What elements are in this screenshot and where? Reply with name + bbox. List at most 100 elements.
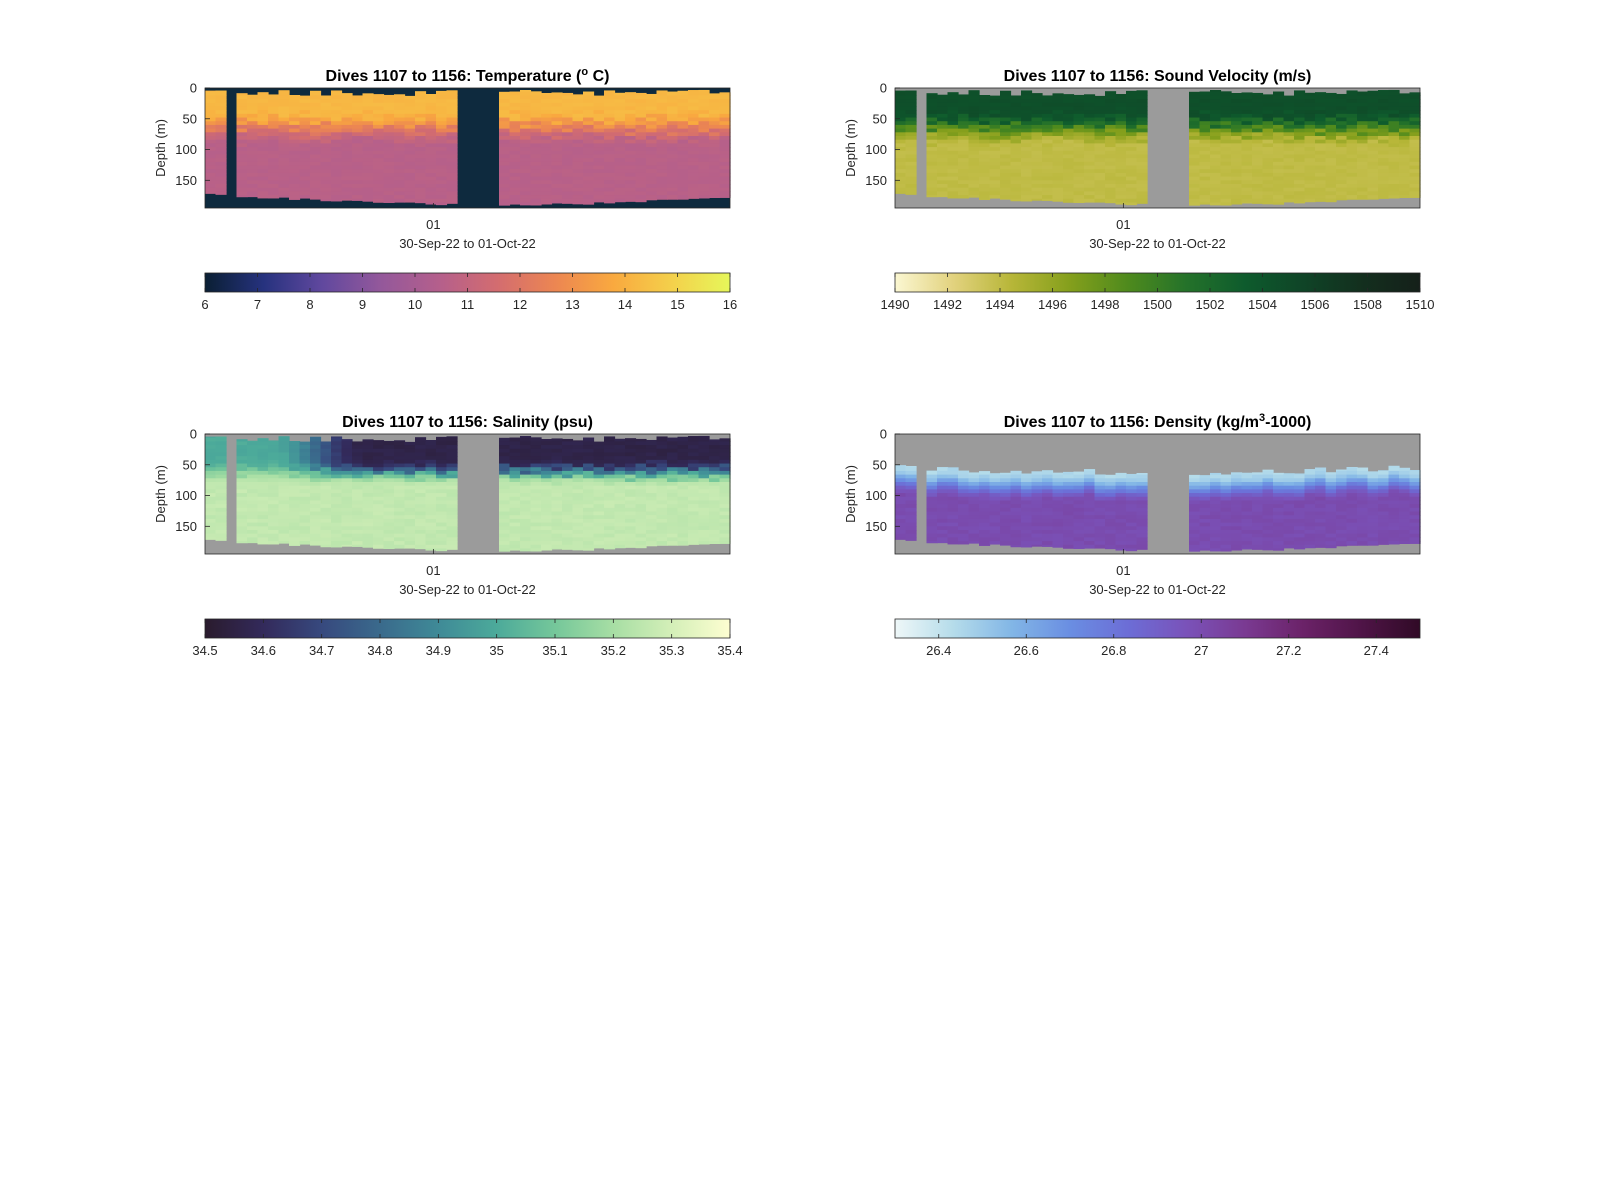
heatmap-cell [1252,117,1264,122]
heatmap-cell [947,176,959,181]
heatmap-cell [1315,110,1327,115]
heatmap-cell [1262,470,1274,476]
heatmap-cell [499,191,511,196]
heatmap-cell [299,121,311,126]
heatmap-cell [341,176,353,181]
heatmap-cell [905,110,917,115]
heatmap-cell [1094,124,1106,130]
heatmap-cell [1010,180,1022,185]
heatmap-cell [1052,147,1064,152]
heatmap-cell [1210,128,1222,133]
heatmap-cell [1357,169,1369,174]
heatmap-cell [583,478,595,483]
heatmap-cell [709,441,721,446]
heatmap-cell [667,187,679,192]
heatmap-cell [257,500,269,505]
heatmap-cell [698,184,710,189]
heatmap-cell [1031,161,1043,167]
heatmap-cell [677,478,689,483]
heatmap-cell [646,117,658,122]
heatmap-cell [677,522,689,527]
heatmap-cell [905,511,917,516]
heatmap-cell [1094,147,1106,152]
heatmap-cell [236,132,248,137]
heatmap-cell [278,537,290,542]
heatmap-cell [509,459,521,465]
heatmap-cell [1042,172,1054,178]
heatmap-cell [958,482,970,487]
heatmap-cell [1000,154,1012,159]
heatmap-cell [341,500,353,505]
heatmap-cell [1388,143,1400,148]
heatmap-cell [1283,533,1295,538]
heatmap-cell [404,158,416,163]
heatmap-cell [593,474,605,479]
heatmap-cell [1346,136,1358,141]
heatmap-cell [937,530,949,535]
heatmap-cell [278,132,290,137]
heatmap-cell [1231,489,1243,494]
heatmap-cell [268,158,280,163]
heatmap-cell [1252,195,1264,200]
heatmap-cell [1388,95,1400,100]
heatmap-cell [1399,143,1411,148]
heatmap-cell [530,158,542,163]
heatmap-cell [958,113,970,119]
heatmap-cell [1052,496,1064,502]
colorbar-tick-label: 10 [408,297,422,312]
heatmap-cell [278,165,290,170]
heatmap-cell [1336,165,1348,170]
heatmap-cell [1084,474,1096,479]
heatmap-cell [509,504,521,509]
heatmap-cell [509,154,521,159]
heatmap-cell [1325,113,1337,119]
heatmap-cell [1210,176,1222,181]
heatmap-cell [1084,544,1096,549]
heatmap-cell [583,482,595,487]
heatmap-cell [1189,102,1201,108]
heatmap-cell [215,474,227,479]
heatmap-cell [635,139,647,144]
heatmap-cell [362,482,374,487]
heatmap-cell [1094,150,1106,156]
heatmap-cell [1126,95,1138,100]
heatmap-cell [614,474,626,479]
heatmap-cell [572,485,584,490]
heatmap-cell [320,158,332,163]
heatmap-cell [1105,161,1117,167]
heatmap-cell [635,544,647,549]
heatmap-cell [1031,180,1043,185]
heatmap-cell [320,441,332,446]
heatmap-cell [698,195,710,199]
heatmap-cell [520,110,532,115]
heatmap-cell [1010,124,1022,130]
heatmap-cell [520,522,532,527]
heatmap-cell [958,515,970,520]
heatmap-cell [1031,478,1043,483]
heatmap-cell [656,132,668,137]
heatmap-cell [404,530,416,535]
heatmap-cell [905,515,917,520]
heatmap-cell [646,493,658,498]
heatmap-cell [1304,191,1316,196]
heatmap-cell [236,102,248,108]
heatmap-cell [205,184,217,189]
heatmap-cell [352,139,364,144]
heatmap-cell [499,537,511,542]
heatmap-cell [1262,154,1274,159]
heatmap-cell [520,195,532,200]
heatmap-cell [362,180,374,185]
heatmap-cell [1409,113,1421,119]
heatmap-cell [1210,507,1222,513]
heatmap-cell [268,187,280,192]
heatmap-cell [625,150,637,156]
heatmap-cell [1000,496,1012,502]
heatmap-cell [341,117,353,122]
heatmap-cell [268,161,280,167]
heatmap-cell [905,158,917,163]
heatmap-cell [341,93,353,96]
heatmap-cell [989,489,1001,494]
heatmap-cell [709,117,721,122]
heatmap-cell [1273,533,1285,538]
heatmap-cell [320,515,332,520]
